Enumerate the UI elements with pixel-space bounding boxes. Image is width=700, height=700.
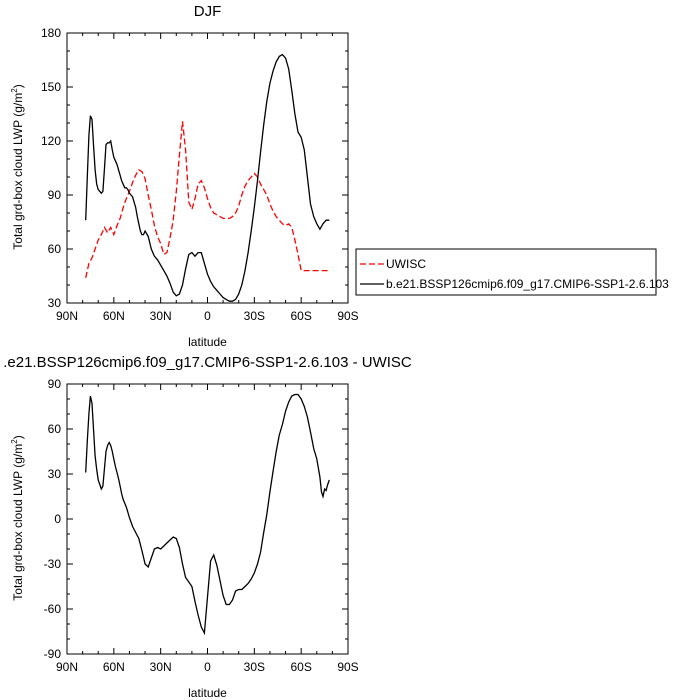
x-tick-label: 30N <box>150 660 172 674</box>
y-tick-label: 30 <box>48 467 62 481</box>
x-tick-label: 0 <box>204 309 211 323</box>
y-axis-label: Total grd-box cloud LWP (g/m2) <box>10 84 25 249</box>
x-axis-label: latitude <box>188 335 227 349</box>
x-tick-label: 0 <box>204 660 211 674</box>
x-tick-label: 60S <box>290 660 311 674</box>
chart-title: .e21.BSSP126cmip6.f09_g17.CMIP6-SSP1-2.6… <box>3 354 412 371</box>
x-tick-label: 60N <box>103 660 125 674</box>
chart-title: DJF <box>194 3 222 20</box>
x-tick-label: 30S <box>244 309 265 323</box>
y-tick-label: 30 <box>48 296 62 310</box>
y-tick-label: 60 <box>48 422 62 436</box>
series-line-0 <box>85 121 330 278</box>
y-tick-label: 90 <box>48 377 62 391</box>
x-tick-label: 60N <box>103 309 125 323</box>
y-tick-label: 120 <box>41 134 61 148</box>
y-tick-label: 150 <box>41 80 61 94</box>
legend-box <box>355 248 657 296</box>
y-axis-label: Total grd-box cloud LWP (g/m2) <box>10 435 25 600</box>
series-line-0 <box>85 393 330 636</box>
x-tick-label: 30S <box>244 660 265 674</box>
y-tick-label: 180 <box>41 26 61 40</box>
x-tick-label: 90S <box>337 309 358 323</box>
legend-label-1: b.e21.BSSP126cmip6.f09_g17.CMIP6-SSP1-2.… <box>386 277 669 291</box>
y-tick-label: 60 <box>48 242 62 256</box>
x-tick-label: 60S <box>290 309 311 323</box>
y-tick-label: 90 <box>48 188 62 202</box>
plot-frame <box>66 383 349 655</box>
legend: UWISC b.e21.BSSP126cmip6.f09_g17.CMIP6-SS… <box>355 248 669 296</box>
x-tick-label: 90N <box>56 309 78 323</box>
y-tick-label: -30 <box>44 557 62 571</box>
y-tick-label: 0 <box>54 512 61 526</box>
series-line-1 <box>85 53 330 302</box>
legend-label-0: UWISC <box>386 257 426 271</box>
x-axis-label: latitude <box>188 686 227 700</box>
x-tick-label: 90S <box>337 660 358 674</box>
difference-chart: .e21.BSSP126cmip6.f09_g17.CMIP6-SSP1-2.6… <box>3 354 412 700</box>
x-tick-label: 30N <box>150 309 172 323</box>
y-tick-label: -90 <box>44 647 62 661</box>
x-tick-label: 90N <box>56 660 78 674</box>
top-chart: DJF 90N 60N 30N 0 30S 60S 90S 30 60 90 120 150 180 lat… <box>10 3 359 349</box>
y-tick-label: -60 <box>44 602 62 616</box>
